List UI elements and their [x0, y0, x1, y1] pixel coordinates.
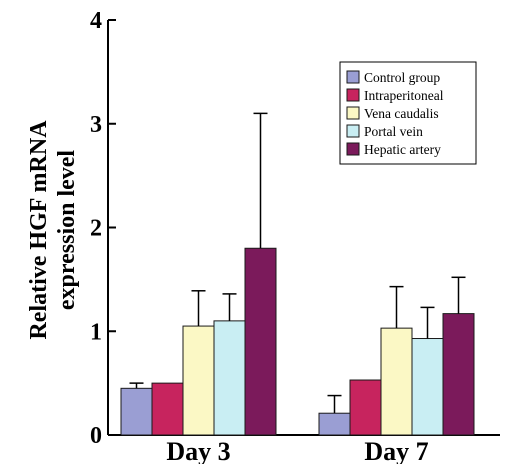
- bar: [442, 313, 475, 436]
- legend-label: Intraperitoneal: [364, 88, 444, 103]
- bar: [182, 325, 215, 436]
- legend-swatch: [346, 142, 360, 156]
- legend-swatch: [346, 88, 360, 102]
- legend-swatch: [346, 124, 360, 138]
- y-axis-label-line-2: expression level: [54, 150, 80, 311]
- bar: [411, 338, 444, 436]
- y-tick-label: 0: [90, 423, 102, 449]
- legend-label: Portal vein: [364, 124, 423, 139]
- legend-label: Hepatic artery: [364, 142, 441, 157]
- legend-swatch: [346, 106, 360, 120]
- y-tick-label: 2: [90, 216, 102, 242]
- legend-label: Control group: [364, 70, 440, 85]
- y-axis-label-line-1: Relative HGF mRNA: [26, 120, 52, 340]
- y-tick-label: 3: [90, 112, 102, 138]
- bar: [380, 327, 413, 436]
- bar: [244, 247, 277, 436]
- x-category-label: Day 7: [364, 437, 428, 464]
- bar: [318, 412, 351, 436]
- legend-swatch: [346, 70, 360, 84]
- x-category-label: Day 3: [166, 437, 230, 464]
- bar: [151, 382, 184, 436]
- bar: [213, 320, 246, 436]
- plot-area: 0 1 2 3 4 Day 3 Day 7: [90, 8, 500, 466]
- bar: [349, 379, 382, 436]
- legend-label: Vena caudalis: [364, 106, 439, 121]
- bar: [120, 387, 153, 436]
- y-tick-label: 1: [90, 319, 102, 345]
- legend-box: [339, 61, 477, 165]
- legend: Control group Intraperitoneal Vena caudali…: [339, 61, 477, 165]
- y-tick-label: 4: [90, 8, 102, 34]
